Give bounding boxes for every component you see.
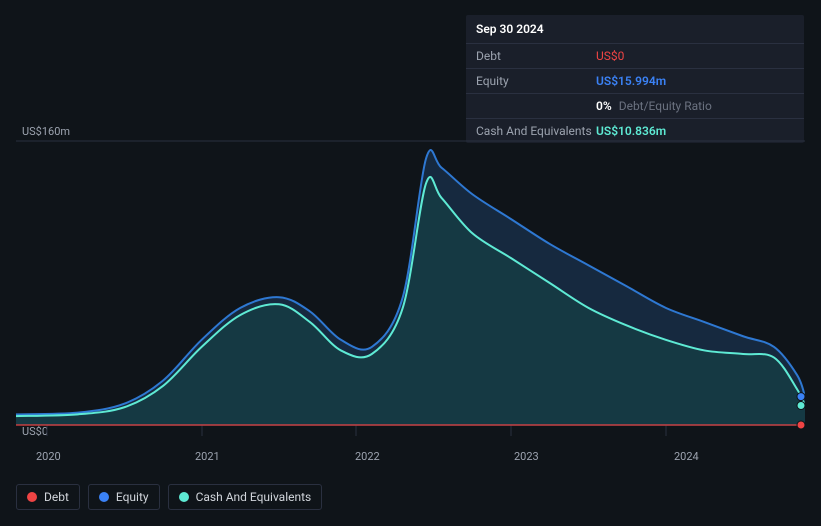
legend-item-debt[interactable]: Debt: [16, 484, 80, 510]
tooltip-debt-label: Debt: [476, 49, 596, 63]
tooltip-row-equity: Equity US$15.994m: [466, 69, 804, 94]
area-chart[interactable]: [16, 125, 805, 445]
tooltip-ratio-text: Debt/Equity Ratio: [619, 99, 712, 113]
legend-equity-label: Equity: [116, 490, 149, 504]
legend-item-equity[interactable]: Equity: [88, 484, 160, 510]
tooltip-equity-label: Equity: [476, 74, 596, 88]
tooltip-ratio-pct: 0%: [596, 99, 612, 113]
legend-debt-label: Debt: [44, 490, 69, 504]
chart-legend: Debt Equity Cash And Equivalents: [16, 484, 322, 510]
x-label-2022: 2022: [355, 450, 380, 463]
x-ticks: [47, 425, 666, 436]
x-label-2020: 2020: [36, 450, 61, 463]
legend-cash-label: Cash And Equivalents: [196, 490, 312, 504]
debt-swatch-icon: [27, 492, 37, 502]
x-label-2021: 2021: [195, 450, 220, 463]
tooltip-row-debt: Debt US$0: [466, 44, 804, 69]
tooltip-debt-value: US$0: [596, 49, 624, 63]
equity-swatch-icon: [99, 492, 109, 502]
tooltip-date: Sep 30 2024: [466, 15, 804, 44]
end-marker-1: [797, 401, 805, 409]
cash-area: [16, 177, 805, 425]
x-label-2024: 2024: [674, 450, 699, 463]
legend-item-cash[interactable]: Cash And Equivalents: [168, 484, 323, 510]
tooltip-row-ratio: 0% Debt/Equity Ratio: [466, 94, 804, 119]
end-marker-0: [797, 393, 805, 401]
tooltip-ratio-label: [476, 99, 596, 113]
tooltip-equity-value: US$15.994m: [596, 74, 666, 88]
x-label-2023: 2023: [514, 450, 539, 463]
data-tooltip: Sep 30 2024 Debt US$0 Equity US$15.994m …: [466, 15, 804, 143]
cash-swatch-icon: [179, 492, 189, 502]
end-marker-2: [797, 421, 805, 429]
